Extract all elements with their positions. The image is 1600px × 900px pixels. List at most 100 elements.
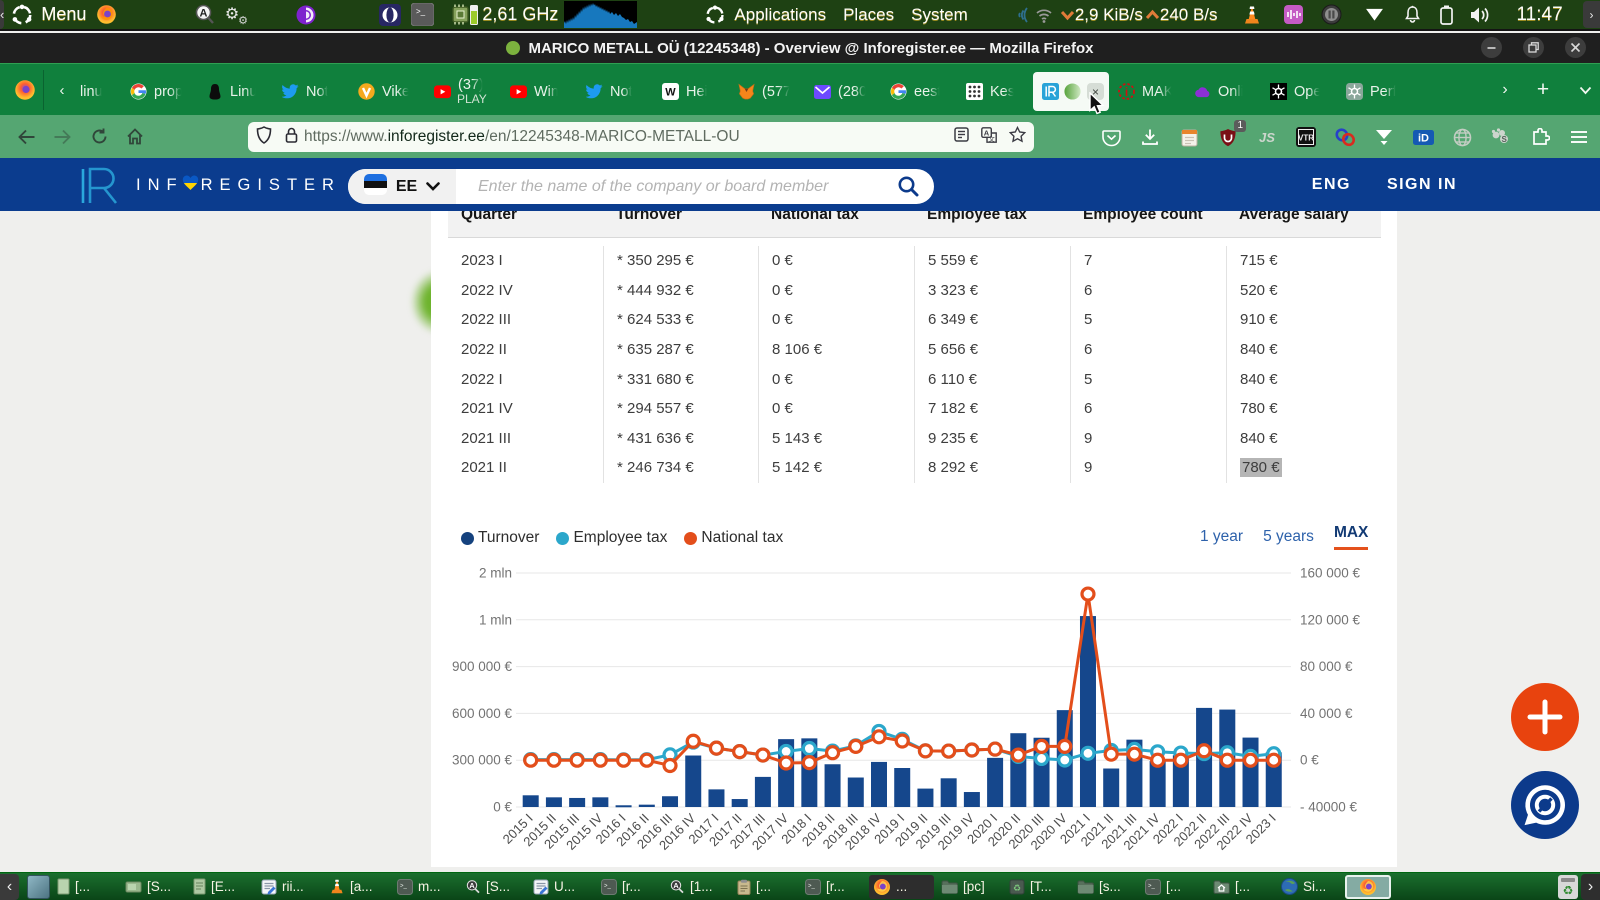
bookmark-star-icon[interactable] [1008, 125, 1027, 148]
opera-icon[interactable] [379, 0, 402, 29]
network-waves-icon[interactable] [1014, 0, 1030, 29]
menu-system[interactable]: System [911, 4, 968, 24]
browser-tab[interactable]: Kes [957, 72, 1033, 111]
range-button-1-year[interactable]: 1 year [1200, 528, 1244, 545]
browser-tab[interactable]: (280 [805, 72, 881, 111]
js-icon[interactable]: JS [1256, 126, 1278, 148]
mate-menu-icon[interactable] [705, 0, 725, 29]
id-icon[interactable]: iD [1412, 126, 1434, 148]
add-fab-button[interactable] [1511, 683, 1579, 751]
language-link-eng[interactable]: ENG [1311, 175, 1351, 193]
cpu-chip-icon[interactable] [452, 0, 479, 29]
taskbar-window-button[interactable]: >_ m... [393, 875, 458, 899]
taskbar-window-button[interactable]: >_ [r... [597, 875, 662, 899]
browser-tab[interactable]: Vike [349, 72, 425, 111]
minimize-button[interactable] [1481, 37, 1502, 58]
bell-icon[interactable] [1403, 0, 1422, 29]
browser-tab[interactable]: Ope [1261, 72, 1337, 111]
inforegister-logo[interactable] [80, 166, 124, 206]
panel-expand-button[interactable]: › [1583, 1, 1600, 28]
vlc-icon[interactable] [1242, 0, 1262, 29]
menu-applications[interactable]: Applications [734, 4, 827, 24]
globe-icon[interactable] [1451, 126, 1473, 148]
firefox-menu-icon[interactable] [10, 72, 40, 108]
window-titlebar[interactable]: MARICO METALL OÜ (12245348) - Overview @… [0, 33, 1600, 63]
search-input[interactable]: Enter the name of the company or board m… [478, 177, 829, 195]
range-button-5-years[interactable]: 5 years [1263, 528, 1314, 545]
browser-tab[interactable]: Win [501, 72, 577, 111]
links-icon[interactable] [1334, 126, 1356, 148]
legend-item-turnover[interactable]: Turnover [461, 529, 539, 547]
browser-tab[interactable]: W Hei [653, 72, 729, 111]
vtr-icon[interactable]: VTR [1295, 126, 1317, 148]
taskbar-window-button[interactable]: [pc] [937, 875, 1002, 899]
taskbar-window-button[interactable]: [S... [121, 875, 186, 899]
browser-tab[interactable]: eest [881, 72, 957, 111]
taskbar-window-button[interactable]: ... [869, 874, 934, 899]
system-monitor-graph[interactable] [564, 1, 638, 28]
url-text[interactable]: https://www.inforegister.ee/en/12245348-… [304, 128, 740, 145]
range-button-max[interactable]: MAX [1333, 524, 1369, 550]
sign-in-link[interactable]: SIGN IN [1386, 175, 1457, 193]
chat-fab-button[interactable] [1511, 771, 1579, 839]
triangle-down-icon[interactable] [1373, 126, 1395, 148]
forward-icon[interactable] [48, 123, 76, 151]
gears-icon[interactable]: ⚙ ⚙ [223, 0, 251, 29]
ublock-icon[interactable]: 1 [1217, 120, 1246, 148]
browser-tab[interactable]: Onli [1185, 72, 1261, 111]
notes-icon[interactable] [1178, 126, 1200, 148]
taskbar-window-button[interactable]: Si... [1277, 875, 1342, 899]
menu-label[interactable]: Menu [41, 4, 87, 24]
taskbar-window-button[interactable]: [s... [1073, 875, 1138, 899]
browser-tab[interactable]: Not [273, 72, 349, 111]
fan-triangle-icon[interactable] [1364, 0, 1385, 29]
mate-menu-icon[interactable] [11, 0, 33, 29]
pocket-icon[interactable] [1100, 126, 1122, 148]
menu-hamburger-icon[interactable] [1568, 126, 1590, 148]
browser-tab[interactable]: Linu [197, 72, 273, 111]
tab-scroll-right-icon[interactable]: › [1502, 81, 1508, 98]
taskbar-window-button[interactable]: A [1... [665, 875, 730, 899]
speaker-icon[interactable] [1470, 0, 1492, 29]
brand-wordmark[interactable]: INF REGISTER [136, 175, 341, 194]
taskbar-collapse-button[interactable]: ‹ [0, 873, 19, 900]
tab-active-inforegister[interactable]: × [1033, 72, 1109, 111]
taskbar-window-button[interactable]: rii... [257, 875, 322, 899]
tor-browser-icon[interactable] [295, 0, 317, 29]
browser-tab[interactable]: prop [121, 72, 197, 111]
wifi-icon[interactable] [1035, 0, 1053, 29]
browser-tab[interactable]: Perf [1337, 72, 1413, 111]
close-button[interactable] [1565, 37, 1586, 58]
search-button[interactable] [882, 175, 934, 198]
list-all-tabs-icon[interactable] [1570, 72, 1600, 108]
browser-tab[interactable]: (577 [729, 72, 805, 111]
legend-item-national-tax[interactable]: National tax [684, 529, 783, 547]
clock-label[interactable]: 11:47 [1516, 3, 1563, 25]
download-icon[interactable] [1139, 126, 1161, 148]
menu-places[interactable]: Places [843, 4, 895, 24]
trash-applet-icon[interactable]: ♻ [1558, 875, 1578, 899]
taskbar-window-button[interactable]: [... [53, 875, 118, 899]
taskbar-window-button[interactable]: >_ [r... [801, 875, 866, 899]
search-a-icon[interactable]: A [193, 0, 217, 29]
taskbar-expand-button[interactable]: › [1581, 874, 1600, 900]
reader-mode-icon[interactable] [954, 127, 969, 147]
terminal-icon[interactable]: >_ [411, 0, 435, 29]
home-icon[interactable] [121, 123, 149, 151]
browser-tab[interactable]: i MAK [1109, 72, 1185, 111]
show-desktop-button[interactable] [27, 874, 50, 899]
taskbar-window-button[interactable] [1345, 874, 1391, 899]
taskbar-window-button[interactable]: [a... [325, 875, 390, 899]
language-selector[interactable]: EE [348, 169, 456, 204]
browser-tab[interactable]: linu [64, 72, 121, 111]
paws-icon[interactable]: S [1490, 126, 1512, 148]
lock-icon[interactable] [285, 127, 298, 148]
restore-button[interactable] [1523, 37, 1544, 58]
browser-tab[interactable]: Not [577, 72, 653, 111]
taskbar-window-button[interactable]: ♻ [T... [1005, 875, 1070, 899]
shield-icon[interactable] [256, 125, 272, 149]
taskbar-window-button[interactable]: A [S... [461, 875, 526, 899]
taskbar-window-button[interactable]: U... [529, 875, 594, 899]
taskbar-window-button[interactable]: [... [1209, 875, 1274, 899]
